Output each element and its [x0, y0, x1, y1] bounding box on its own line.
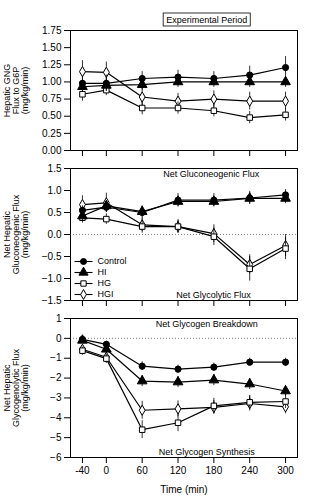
svg-text:0: 0: [104, 465, 110, 476]
svg-text:Time (min): Time (min): [160, 484, 207, 495]
svg-text:HG: HG: [98, 278, 112, 288]
svg-text:0.0: 0.0: [48, 229, 62, 240]
svg-text:120: 120: [170, 465, 187, 476]
svg-text:1.5: 1.5: [48, 163, 62, 174]
svg-text:60: 60: [137, 465, 149, 476]
svg-text:0: 0: [56, 333, 62, 344]
svg-text:HGI: HGI: [98, 289, 114, 299]
svg-text:Net Glycogen Breakdown: Net Glycogen Breakdown: [156, 319, 258, 329]
svg-text:Net HepaticGlycogenolytic Flux: Net HepaticGlycogenolytic Flux(mg/kg/min…: [2, 348, 30, 427]
svg-text:Control: Control: [98, 256, 127, 266]
svg-text:−6: −6: [50, 452, 62, 463]
svg-text:180: 180: [206, 465, 223, 476]
svg-text:Hepatic GNGFlux to G6P(mg/kg/m: Hepatic GNGFlux to G6P(mg/kg/min): [2, 64, 30, 118]
svg-text:1.00: 1.00: [42, 76, 62, 87]
svg-text:−2: −2: [50, 372, 62, 383]
svg-text:−1: −1: [50, 352, 62, 363]
svg-text:1: 1: [56, 313, 62, 324]
svg-text:HI: HI: [98, 267, 107, 277]
svg-text:0.00: 0.00: [42, 145, 62, 156]
svg-text:-40: -40: [75, 465, 90, 476]
svg-text:Net Glycolytic Flux: Net Glycolytic Flux: [176, 290, 251, 300]
svg-text:0.50: 0.50: [42, 110, 62, 121]
svg-text:0.25: 0.25: [42, 128, 62, 139]
svg-text:1.75: 1.75: [42, 25, 62, 36]
svg-text:0.5: 0.5: [48, 207, 62, 218]
svg-text:−1.0: −1.0: [42, 273, 62, 284]
svg-text:300: 300: [277, 465, 294, 476]
svg-text:−3: −3: [50, 392, 62, 403]
svg-text:1.25: 1.25: [42, 59, 62, 70]
svg-text:Net Gluconeogenic Flux: Net Gluconeogenic Flux: [163, 169, 260, 179]
svg-text:Net Glycogen Synthesis: Net Glycogen Synthesis: [159, 447, 256, 457]
svg-text:−4: −4: [50, 412, 62, 423]
svg-text:−5: −5: [50, 432, 62, 443]
svg-text:0.75: 0.75: [42, 93, 62, 104]
svg-text:1.0: 1.0: [48, 185, 62, 196]
svg-text:Experimental Period: Experimental Period: [166, 15, 247, 25]
svg-text:1.50: 1.50: [42, 42, 62, 53]
svg-text:−0.5: −0.5: [42, 251, 62, 262]
svg-text:−1.5: −1.5: [42, 295, 62, 306]
svg-text:Net HepaticGluconeogenic Flux(: Net HepaticGluconeogenic Flux(mg/kg/min): [2, 194, 30, 274]
svg-text:240: 240: [241, 465, 258, 476]
